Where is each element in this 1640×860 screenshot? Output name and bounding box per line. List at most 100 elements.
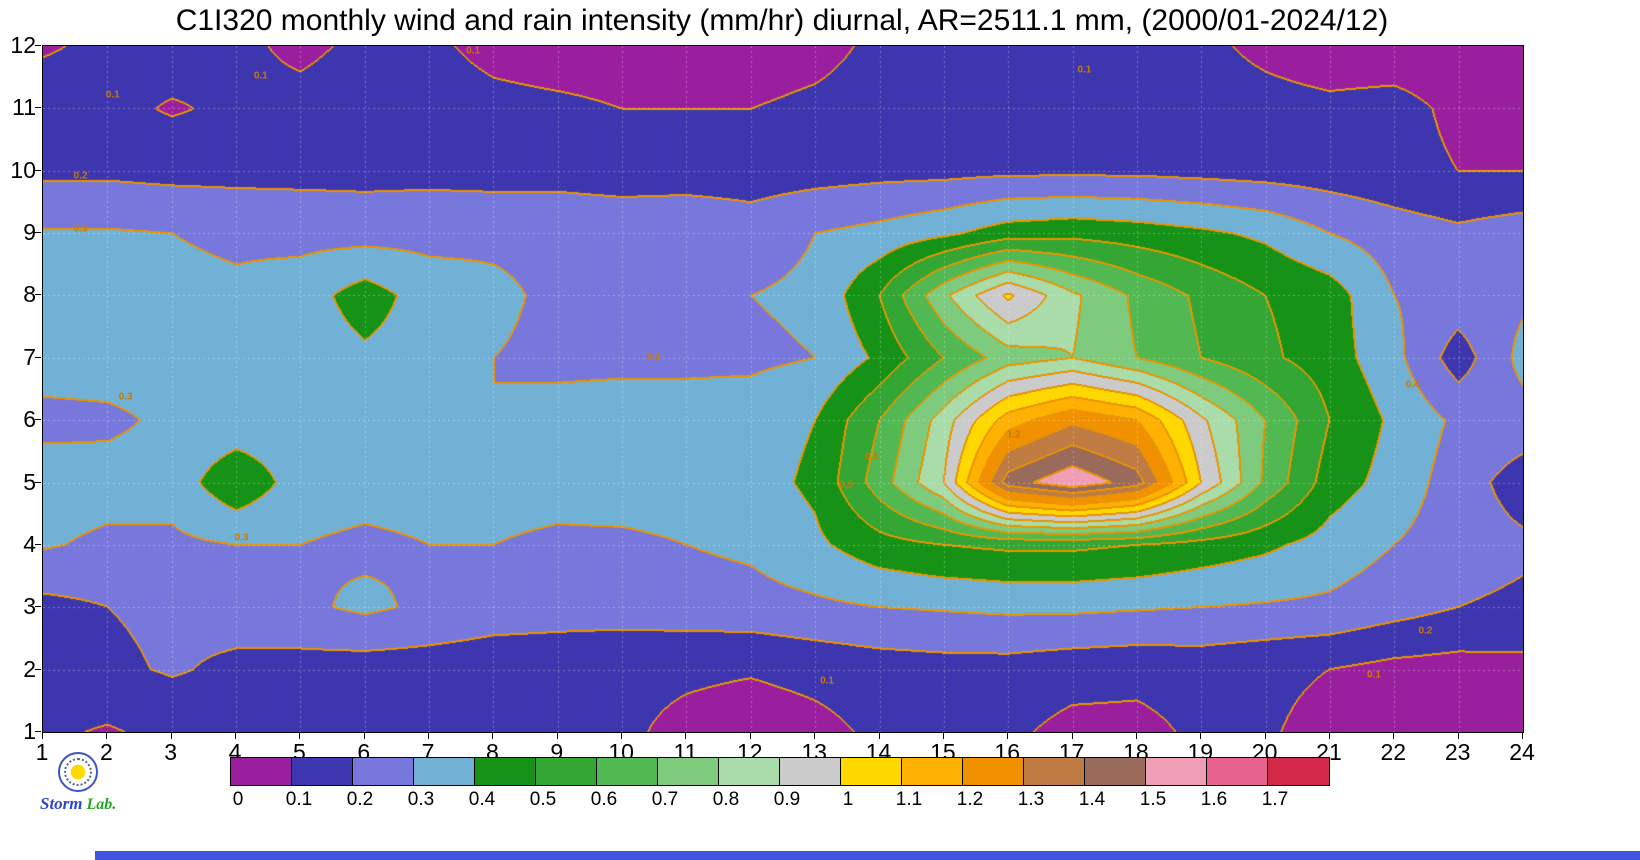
colorbar-label: 0 bbox=[232, 789, 244, 810]
colorbar-cell bbox=[292, 758, 353, 785]
y-tick-label: 1 bbox=[23, 718, 36, 744]
x-tick-mark bbox=[428, 733, 430, 739]
y-tick-label: 9 bbox=[23, 219, 36, 246]
chart-title: C1I320 monthly wind and rain intensity (… bbox=[175, 4, 1389, 37]
colorbar-cell bbox=[1268, 758, 1329, 785]
x-tick-label: 24 bbox=[1509, 739, 1535, 765]
y-tick-mark bbox=[35, 419, 41, 421]
x-tick-mark bbox=[878, 733, 880, 739]
x-tick-mark bbox=[1328, 733, 1330, 739]
y-tick-mark bbox=[35, 481, 41, 483]
y-tick-label: 12 bbox=[10, 32, 36, 58]
x-tick-mark bbox=[1071, 733, 1073, 739]
colorbar-label: 0.1 bbox=[285, 789, 313, 810]
colorbar-cell bbox=[1146, 758, 1207, 785]
y-tick-mark bbox=[35, 356, 41, 358]
logo-lab-label: Lab. bbox=[86, 796, 117, 813]
y-tick-mark bbox=[35, 232, 41, 234]
x-tick-label: 23 bbox=[1444, 739, 1471, 765]
x-tick-mark bbox=[363, 733, 365, 739]
colorbar-label: 1.2 bbox=[956, 789, 984, 810]
colorbar-cell bbox=[902, 758, 963, 785]
y-tick-label: 7 bbox=[23, 343, 36, 370]
colorbar-label: 0.3 bbox=[407, 789, 435, 810]
y-tick-label: 5 bbox=[23, 468, 36, 495]
x-tick-mark bbox=[170, 733, 172, 739]
y-tick-label: 11 bbox=[12, 94, 36, 121]
colorbar-cell bbox=[780, 758, 841, 785]
colorbar-cell bbox=[414, 758, 475, 785]
x-tick-label: 2 bbox=[99, 739, 113, 765]
y-tick-mark bbox=[35, 668, 41, 670]
contour-canvas bbox=[43, 46, 1523, 732]
y-tick-label: 6 bbox=[23, 406, 36, 433]
colorbar-cell bbox=[353, 758, 414, 785]
footer-bar bbox=[95, 851, 1640, 860]
storm-lab-emblem-icon bbox=[58, 752, 98, 792]
plot-area bbox=[42, 45, 1524, 733]
colorbar-cell bbox=[597, 758, 658, 785]
colorbar-label: 1.5 bbox=[1139, 789, 1167, 810]
colorbar-cell bbox=[1085, 758, 1146, 785]
colorbar-cell bbox=[719, 758, 780, 785]
x-tick-mark bbox=[492, 733, 494, 739]
x-tick-mark bbox=[621, 733, 623, 739]
logo-text: Storm Lab. bbox=[40, 794, 170, 814]
y-tick-mark bbox=[35, 294, 41, 296]
colorbar-cell bbox=[536, 758, 597, 785]
x-tick-mark bbox=[942, 733, 944, 739]
colorbar-cell bbox=[841, 758, 902, 785]
x-tick-mark bbox=[685, 733, 687, 739]
x-tick-mark bbox=[814, 733, 816, 739]
x-tick-mark bbox=[42, 733, 43, 739]
x-tick-label: 3 bbox=[164, 739, 178, 765]
x-tick-mark bbox=[106, 733, 108, 739]
x-tick-label: 22 bbox=[1380, 739, 1407, 765]
y-tick-label: 10 bbox=[10, 156, 36, 183]
storm-lab-logo: Storm Lab. bbox=[40, 752, 170, 814]
colorbar-label: 0.6 bbox=[590, 789, 618, 810]
x-tick-mark bbox=[1522, 733, 1523, 739]
y-tick-mark bbox=[35, 606, 41, 608]
y-tick-label: 4 bbox=[23, 530, 36, 557]
x-tick-mark bbox=[1135, 733, 1137, 739]
y-tick-mark bbox=[35, 169, 41, 171]
colorbar-label: 0.4 bbox=[468, 789, 496, 810]
colorbar-label: 0.8 bbox=[712, 789, 740, 810]
x-tick-mark bbox=[299, 733, 301, 739]
colorbar-label: 1.4 bbox=[1078, 789, 1106, 810]
colorbar-cell bbox=[963, 758, 1024, 785]
colorbar-label: 0.5 bbox=[529, 789, 557, 810]
y-tick-label: 8 bbox=[23, 281, 36, 308]
colorbar-cell bbox=[231, 758, 292, 785]
y-tick-mark bbox=[35, 543, 41, 545]
colorbar-label: 1 bbox=[842, 789, 854, 810]
colorbar-label: 0.7 bbox=[651, 789, 679, 810]
colorbar-label: 1.7 bbox=[1261, 789, 1289, 810]
x-tick-mark bbox=[1393, 733, 1395, 739]
colorbar-cell bbox=[1024, 758, 1085, 785]
colorbar-cell bbox=[1207, 758, 1268, 785]
y-tick-mark bbox=[35, 45, 41, 46]
x-tick-mark bbox=[1264, 733, 1266, 739]
x-tick-mark bbox=[1457, 733, 1459, 739]
x-tick-mark bbox=[1007, 733, 1009, 739]
colorbar-label: 1.1 bbox=[895, 789, 923, 810]
colorbar-label: 1.3 bbox=[1017, 789, 1045, 810]
colorbar-label: 0.9 bbox=[773, 789, 801, 810]
y-tick-label: 2 bbox=[23, 655, 36, 682]
colorbar-cell bbox=[658, 758, 719, 785]
x-tick-mark bbox=[556, 733, 558, 739]
x-tick-mark bbox=[235, 733, 237, 739]
colorbar-label: 1.6 bbox=[1200, 789, 1228, 810]
colorbar-cell bbox=[475, 758, 536, 785]
logo-storm-label: Storm bbox=[40, 794, 83, 813]
x-tick-mark bbox=[1200, 733, 1202, 739]
x-tick-label: 1 bbox=[35, 739, 49, 765]
colorbar-label: 0.2 bbox=[346, 789, 374, 810]
x-tick-mark bbox=[749, 733, 751, 739]
y-tick-mark bbox=[35, 107, 41, 109]
colorbar bbox=[230, 757, 1330, 786]
y-tick-mark bbox=[35, 731, 41, 732]
